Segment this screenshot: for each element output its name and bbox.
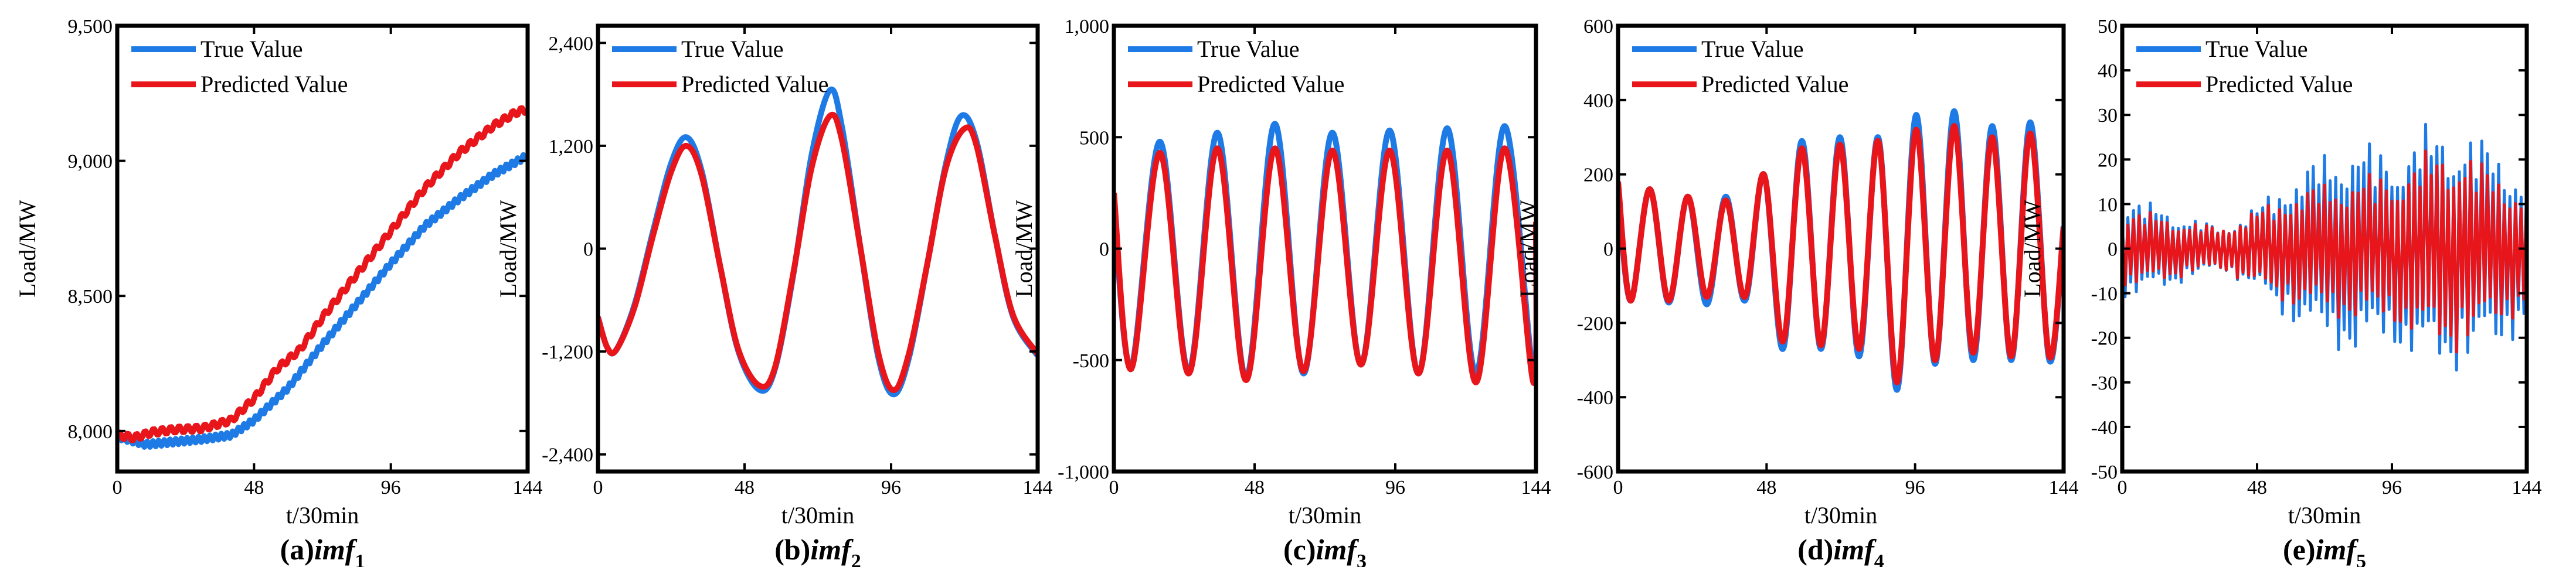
y-tick-label: 40	[2098, 60, 2118, 82]
x-axis-label: t/30min	[2288, 502, 2361, 528]
x-tick-label: 144	[2512, 477, 2542, 498]
x-axis-label: t/30min	[286, 502, 359, 528]
x-tick-label: 48	[2247, 477, 2267, 498]
x-tick-label: 96	[2382, 477, 2402, 498]
y-tick-label: -20	[2091, 328, 2118, 350]
legend-true-label: True Value	[2205, 36, 2307, 62]
x-tick-label: 0	[593, 477, 603, 498]
y-axis-label: Load/MW	[1011, 200, 1037, 298]
true-value-line	[2122, 122, 2527, 372]
x-axis-label: t/30min	[1804, 502, 1877, 528]
y-tick-label: 600	[1583, 16, 1613, 37]
x-axis-label: t/30min	[1289, 502, 1361, 528]
chart-panel: 0 48 96 144 -2,400 -1,200 0 1,200 2,400 t/30min Lo…	[495, 23, 1053, 567]
axes-frame	[115, 23, 530, 474]
y-tick-label: 0	[583, 239, 593, 261]
x-tick-label: 96	[1905, 477, 1925, 498]
y-tick-label: 8,500	[68, 286, 113, 308]
y-tick-label: 30	[2098, 105, 2118, 127]
y-tick-label: 1,200	[549, 136, 594, 158]
y-axis-label: Load/MW	[495, 200, 521, 298]
chart-panel: 0 48 96 144-1,000-50005001,000t/30minLoad/M…	[1011, 16, 1551, 567]
y-tick-label: 400	[1583, 90, 1613, 112]
x-axis-label: t/30min	[781, 502, 854, 528]
y-axis-label: Load/MW	[1515, 200, 1541, 298]
y-tick-label: 50	[2098, 16, 2118, 37]
x-tick-label: 48	[1756, 477, 1776, 498]
y-tick-label: -2,400	[542, 445, 593, 466]
x-tick-label: 48	[244, 477, 264, 498]
y-tick-label: -50	[2091, 462, 2118, 483]
y-tick-label: -600	[1577, 462, 1613, 483]
y-tick-label: 8,000	[68, 421, 113, 443]
x-tick-label: 96	[1385, 477, 1405, 498]
predicted-value-line	[2122, 149, 2527, 354]
panel-caption: (b)imf2	[774, 533, 861, 567]
y-tick-label: 200	[1583, 165, 1613, 186]
panel-caption: (e)imf5	[2283, 533, 2366, 567]
x-tick-label: 144	[1023, 477, 1053, 498]
y-axis-label: Load/MW	[2019, 200, 2045, 298]
predicted-value-line	[1618, 123, 2064, 385]
y-tick-label: 0	[1603, 239, 1613, 261]
y-tick-label: 0	[2108, 239, 2118, 261]
legend-pred-label: Predicted Value	[1197, 71, 1344, 97]
y-tick-label: 1,000	[1065, 16, 1110, 37]
x-tick-label: 48	[735, 477, 755, 498]
x-tick-label: 144	[513, 477, 543, 498]
panel-caption: (d)imf4	[1797, 533, 1884, 567]
chart-panel: 0 48 96 144 -50 -40 -30 -20 -10 0 10 20 30 40 50 t/30mi…	[2019, 16, 2542, 567]
x-tick-label: 0	[1613, 477, 1623, 498]
panel-caption: (c)imf3	[1283, 533, 1367, 567]
y-tick-label: -40	[2091, 417, 2118, 439]
y-tick-label: 2,400	[549, 33, 594, 54]
y-tick-label: 20	[2098, 149, 2118, 171]
x-tick-label: 0	[113, 477, 123, 498]
legend-pred-label: Predicted Value	[1701, 71, 1848, 97]
y-tick-label: 0	[1099, 239, 1109, 261]
y-tick-label: -1,000	[1058, 462, 1109, 483]
y-tick-label: -500	[1073, 350, 1109, 372]
legend-true-label: True Value	[1701, 36, 1803, 62]
x-tick-label: 96	[881, 477, 901, 498]
x-tick-label: 0	[2118, 477, 2128, 498]
predicted-value-line	[117, 105, 528, 443]
legend-pred-label: Predicted Value	[2205, 71, 2353, 97]
y-tick-label: -400	[1577, 387, 1613, 409]
legend-pred-label: Predicted Value	[681, 71, 828, 97]
x-tick-label: 144	[2049, 477, 2079, 498]
y-tick-label: 9,500	[68, 16, 113, 37]
chart-panel: 0 48 96 144 8,000 8,500 9,000 9,500 t/30min Load/…	[14, 16, 543, 567]
x-tick-label: 96	[381, 477, 401, 498]
y-tick-label: 500	[1079, 127, 1109, 149]
legend-true-label: True Value	[681, 36, 783, 62]
true-value-line	[117, 152, 528, 450]
y-tick-label: -1,200	[542, 341, 593, 363]
panel-caption: (a)imf1	[280, 533, 365, 567]
x-tick-label: 144	[1521, 477, 1551, 498]
y-tick-label: -30	[2091, 373, 2118, 394]
true-value-line	[1114, 121, 1536, 381]
y-tick-label: 10	[2098, 194, 2118, 216]
x-tick-label: 48	[1245, 477, 1265, 498]
predicted-value-line	[1114, 145, 1536, 386]
legend-true-label: True Value	[1197, 36, 1299, 62]
y-tick-label: 9,000	[68, 151, 113, 173]
legend-pred-label: Predicted Value	[200, 71, 348, 97]
y-axis-label: Load/MW	[14, 200, 40, 298]
chart-panel: 0 48 96 144 -600 -400 -200 0 200 400 600 t/30min Loa…	[1515, 16, 2079, 567]
legend-true-label: True Value	[200, 36, 303, 62]
panels: 0 48 96 144 8,000 8,500 9,000 9,500 t/30min Load/…	[14, 16, 2542, 567]
x-tick-label: 0	[1109, 477, 1119, 498]
y-tick-label: -200	[1577, 313, 1613, 334]
predicted-value-line	[598, 111, 1038, 393]
y-tick-label: -10	[2091, 284, 2118, 305]
